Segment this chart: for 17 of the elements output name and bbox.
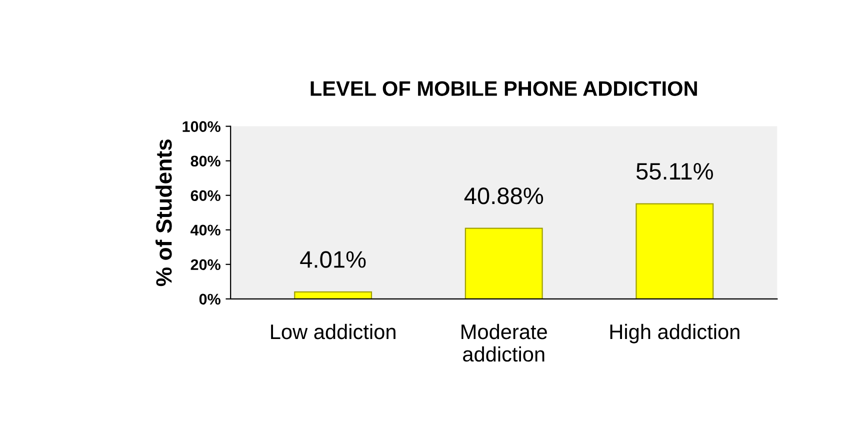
- x-tick-label: Low addiction: [271, 324, 396, 340]
- x-tick-label: High addiction: [610, 324, 740, 344]
- data-label: 4.01%: [300, 251, 366, 268]
- bar: [464, 228, 543, 299]
- bar: [294, 291, 372, 299]
- x-tick-label: Moderate addiction: [462, 324, 547, 362]
- y-tick-label: 80%: [190, 156, 220, 167]
- y-tick-label: 100%: [182, 121, 220, 132]
- chart-title: LEVEL OF MOBILE PHONE ADDICTION: [310, 81, 697, 96]
- y-tick-label: 60%: [190, 190, 220, 202]
- y-tick-label: 0%: [199, 294, 220, 305]
- y-tick-label: 40%: [190, 224, 220, 236]
- y-tick-label: 20%: [190, 259, 220, 270]
- y-axis-title: % of Students: [156, 139, 172, 286]
- bar: [636, 203, 714, 299]
- data-label: 40.88%: [464, 188, 544, 204]
- data-label: 55.11%: [636, 163, 713, 180]
